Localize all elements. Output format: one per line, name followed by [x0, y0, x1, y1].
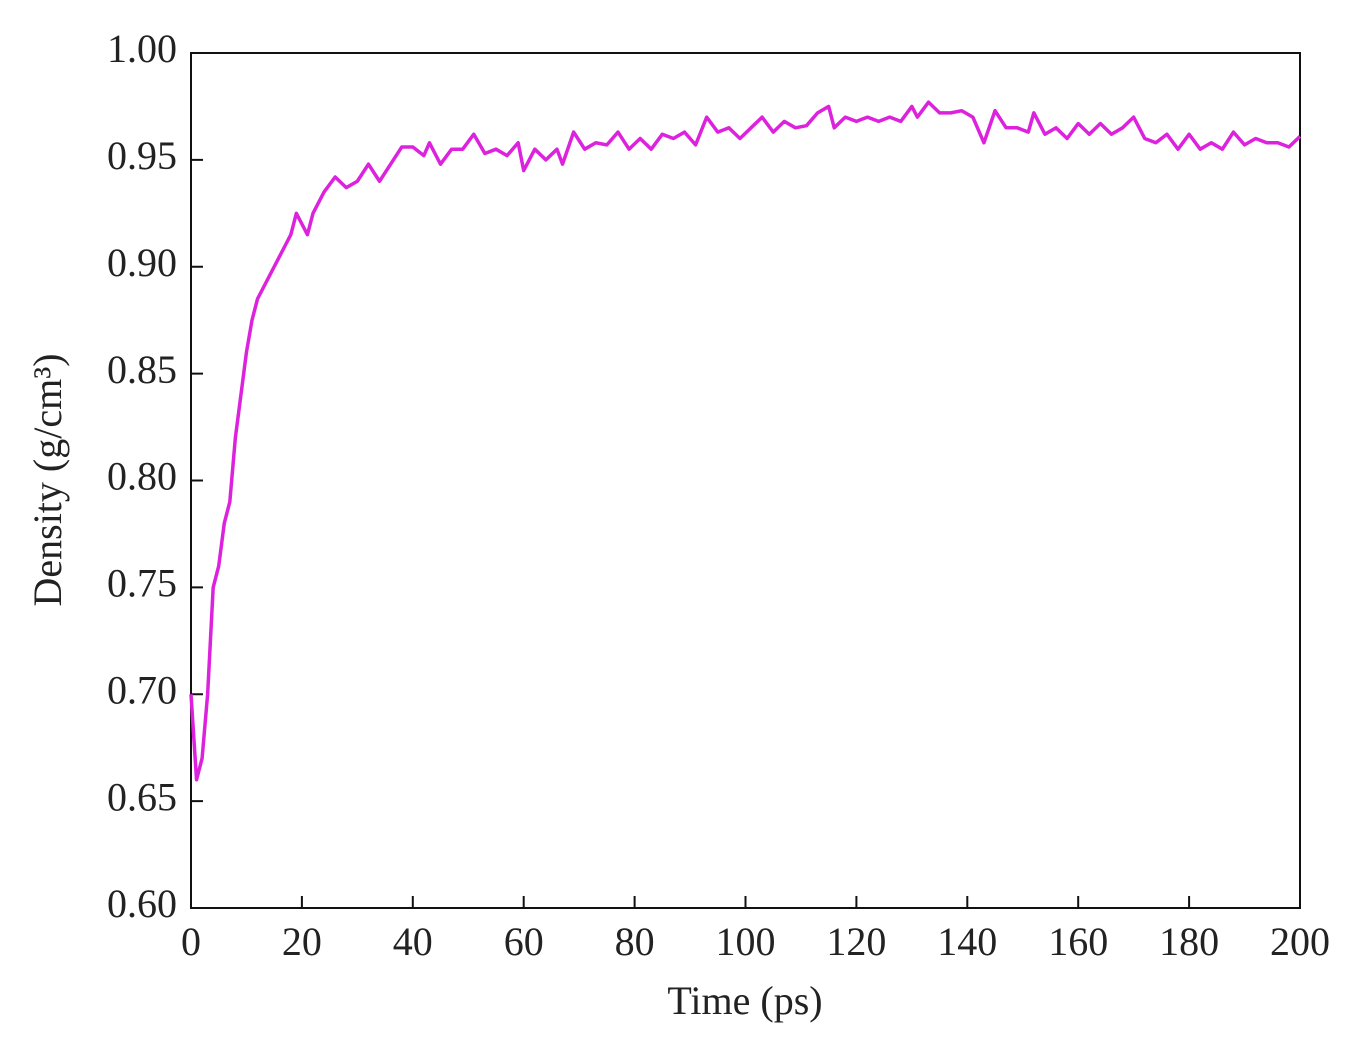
density-line	[189, 100, 1302, 782]
x-tick-label: 60	[504, 919, 544, 964]
y-tick-label: 0.70	[107, 667, 177, 712]
x-tick-label: 140	[937, 919, 997, 964]
x-tick-label: 200	[1270, 919, 1330, 964]
x-tick-label: 120	[826, 919, 886, 964]
y-tick-label: 0.95	[107, 133, 177, 178]
y-tick-label: 0.90	[107, 240, 177, 285]
y-tick-label: 0.85	[107, 347, 177, 392]
x-tick-label: 0	[181, 919, 201, 964]
x-tick-label: 180	[1159, 919, 1219, 964]
y-tick-label: 0.65	[107, 774, 177, 819]
x-tick-label: 100	[716, 919, 776, 964]
x-tick-label: 40	[393, 919, 433, 964]
x-axis-label: Time (ps)	[667, 978, 822, 1023]
x-tick-label: 20	[282, 919, 322, 964]
y-tick-label: 0.75	[107, 561, 177, 606]
x-tick-label: 80	[615, 919, 655, 964]
y-tick-label: 0.60	[107, 881, 177, 926]
y-tick-label: 0.80	[107, 454, 177, 499]
x-tick-label: 160	[1048, 919, 1108, 964]
y-axis-label: Density (g/cm³)	[25, 353, 70, 606]
y-tick-label: 1.00	[107, 26, 177, 71]
